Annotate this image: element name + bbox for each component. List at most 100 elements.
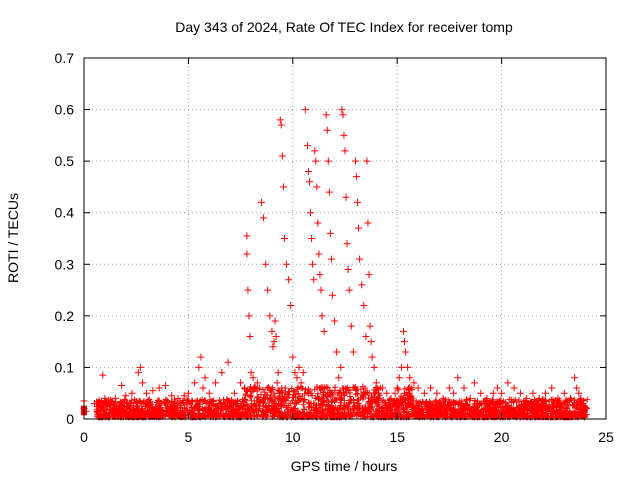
data-point — [541, 389, 549, 397]
data-point — [344, 265, 352, 273]
data-point — [393, 384, 401, 392]
data-point — [554, 394, 562, 402]
data-point — [138, 379, 146, 387]
data-point — [477, 389, 485, 397]
data-point — [439, 394, 447, 402]
data-point — [489, 389, 497, 397]
data-point — [277, 121, 285, 129]
data-point — [270, 338, 278, 346]
x-tick-label: 0 — [80, 429, 88, 445]
data-point — [406, 374, 414, 382]
data-point — [345, 286, 353, 294]
data-point — [191, 379, 199, 387]
data-point — [362, 332, 370, 340]
data-point — [337, 363, 345, 371]
data-point — [313, 183, 321, 191]
data-point — [391, 389, 399, 397]
data-point — [244, 286, 252, 294]
data-point — [260, 214, 268, 222]
data-point — [278, 152, 286, 160]
data-point — [307, 209, 315, 217]
data-point — [205, 389, 213, 397]
data-point — [317, 286, 325, 294]
data-point — [470, 379, 478, 387]
data-point — [343, 240, 351, 248]
x-tick-label: 5 — [185, 429, 193, 445]
data-point — [111, 394, 119, 402]
data-point — [268, 327, 276, 335]
data-point — [351, 157, 359, 165]
y-tick-label: 0.2 — [55, 308, 75, 324]
data-point — [318, 312, 326, 320]
data-point — [237, 379, 245, 387]
x-tick-label: 15 — [389, 429, 405, 445]
y-tick-label: 0.4 — [55, 205, 75, 221]
data-point — [450, 389, 458, 397]
data-point — [161, 381, 169, 389]
data-point — [367, 338, 375, 346]
data-point — [99, 371, 107, 379]
data-point — [310, 276, 318, 284]
data-point — [275, 389, 283, 397]
data-point — [199, 384, 207, 392]
data-point — [523, 394, 531, 402]
data-point — [101, 394, 109, 402]
y-tick-labels: 0 0.1 0.2 0.3 0.4 0.5 0.6 0.7 — [55, 50, 75, 427]
data-point — [383, 389, 391, 397]
data-point — [341, 147, 349, 155]
data-point — [276, 116, 284, 124]
data-point — [297, 379, 305, 387]
data-point — [243, 232, 251, 240]
data-point — [395, 374, 403, 382]
data-point — [118, 381, 126, 389]
data-point — [122, 392, 130, 400]
data-point — [90, 400, 98, 408]
data-point — [315, 250, 323, 258]
data-point — [309, 260, 317, 268]
data-point — [326, 229, 334, 237]
data-point — [404, 363, 412, 371]
plot-frame — [83, 57, 607, 420]
data-point — [340, 131, 348, 139]
data-point — [266, 312, 274, 320]
axis-ticks — [83, 57, 607, 420]
data-point — [567, 394, 575, 402]
data-point — [143, 389, 151, 397]
chart-title: Day 343 of 2024, Rate Of TEC Index for r… — [175, 19, 513, 35]
data-point — [360, 302, 368, 310]
data-point — [303, 142, 311, 150]
data-point — [354, 198, 362, 206]
grid — [84, 58, 606, 419]
data-point — [311, 147, 319, 155]
data-point — [201, 374, 209, 382]
data-point — [272, 332, 280, 340]
y-tick-label: 0.5 — [55, 153, 75, 169]
data-point — [274, 369, 282, 377]
data-point — [285, 276, 293, 284]
data-point — [333, 348, 341, 356]
data-point — [279, 183, 287, 191]
data-point — [269, 343, 277, 351]
y-tick-label: 0.6 — [55, 102, 75, 118]
data-point — [504, 379, 512, 387]
data-point — [184, 389, 192, 397]
data-point — [379, 384, 387, 392]
data-point — [316, 271, 324, 279]
data-point — [218, 369, 226, 377]
data-point — [363, 157, 371, 165]
data-point — [230, 389, 238, 397]
data-point — [253, 379, 261, 387]
data-point — [466, 394, 474, 402]
data-point — [105, 400, 113, 408]
data-point — [289, 353, 297, 361]
data-point — [575, 389, 583, 397]
data-point — [128, 389, 136, 397]
data-point — [245, 312, 253, 320]
data-points — [80, 106, 591, 421]
data-point — [136, 363, 144, 371]
data-point — [271, 317, 279, 325]
data-point — [324, 157, 332, 165]
data-point — [368, 353, 376, 361]
y-tick-label: 0 — [66, 411, 74, 427]
data-point — [410, 379, 418, 387]
